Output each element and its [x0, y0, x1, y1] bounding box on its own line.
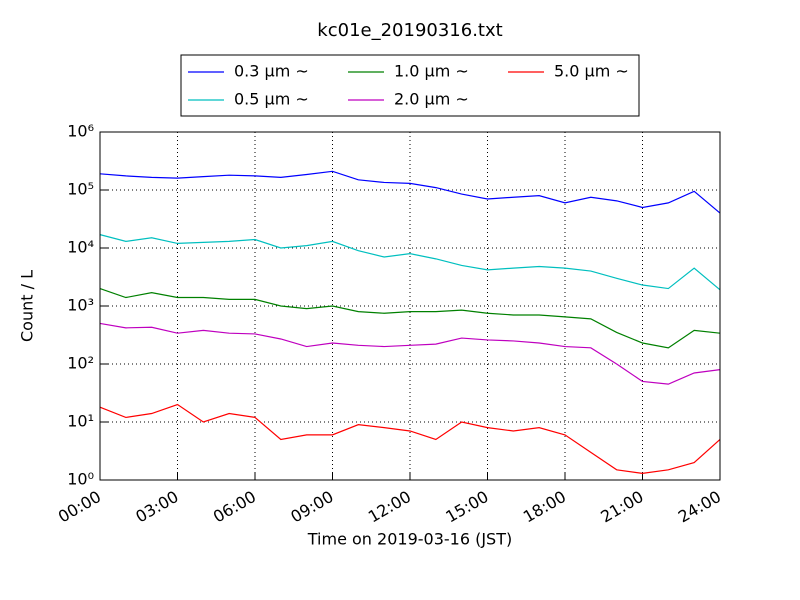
series-line	[99, 322, 721, 385]
y-tick-label: 10⁵	[67, 180, 94, 199]
y-axis-label: Count / L	[18, 270, 37, 342]
legend-label: 2.0 μm ~	[394, 90, 469, 109]
y-tick-label: 10³	[67, 296, 94, 315]
legend-label: 0.3 μm ~	[234, 62, 309, 81]
series-line	[99, 403, 721, 474]
legend-label: 0.5 μm ~	[234, 90, 309, 109]
y-tick-label: 10⁰	[67, 470, 94, 489]
y-tick-label: 10⁶	[67, 122, 94, 141]
legend-label: 5.0 μm ~	[554, 62, 629, 81]
chart-title: kc01e_20190316.txt	[317, 20, 502, 41]
series-line	[99, 287, 721, 349]
series-line	[99, 234, 721, 291]
legend-box	[180, 54, 640, 117]
legend-label: 1.0 μm ~	[394, 62, 469, 81]
y-tick-label: 10¹	[67, 412, 94, 431]
series-line	[99, 170, 721, 214]
plot-frame	[99, 131, 721, 481]
y-tick-label: 10⁴	[67, 238, 94, 257]
x-axis-label: Time on 2019-03-16 (JST)	[307, 530, 512, 549]
y-tick-label: 10²	[67, 354, 94, 373]
